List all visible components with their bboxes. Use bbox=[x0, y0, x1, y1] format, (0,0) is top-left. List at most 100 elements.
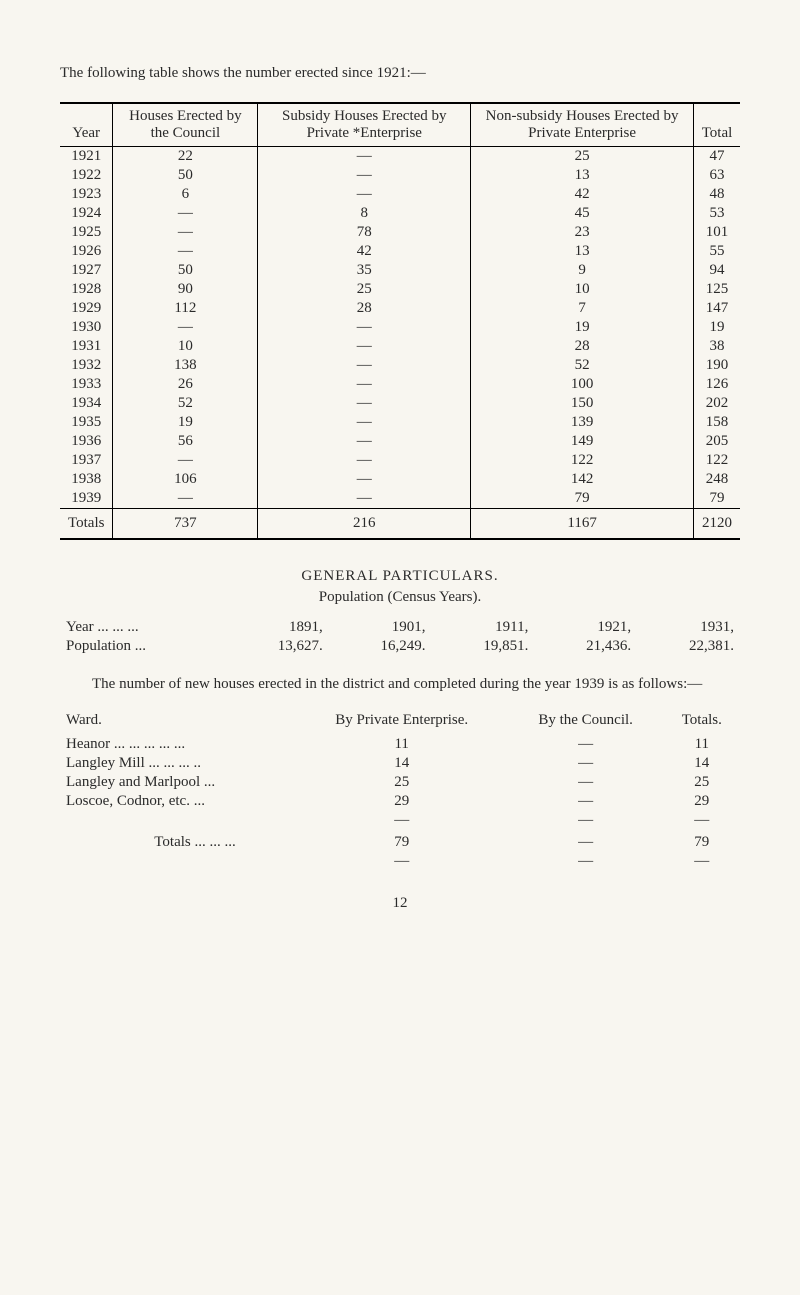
houses-table: Year Houses Erected by the Council Subsi… bbox=[60, 102, 740, 540]
table-cell: 8 bbox=[258, 204, 471, 223]
table-cell: 158 bbox=[693, 413, 740, 432]
table-cell: 248 bbox=[693, 470, 740, 489]
table-cell: 1925 bbox=[60, 223, 113, 242]
table-row: 1924—84553 bbox=[60, 204, 740, 223]
section-title: GENERAL PARTICULARS. bbox=[60, 568, 740, 585]
table-cell: 94 bbox=[693, 261, 740, 280]
pop-year-1: 1901, bbox=[329, 618, 432, 637]
totals-row: Totals 737 216 1167 2120 bbox=[60, 509, 740, 540]
table-cell: 11 bbox=[664, 735, 740, 754]
totals-nonsubsidy: 1167 bbox=[471, 509, 694, 540]
pop-val-0: 13,627. bbox=[226, 637, 329, 656]
table-cell: 13 bbox=[471, 166, 694, 185]
table-cell: — bbox=[508, 754, 664, 773]
col-subsidy: Subsidy Houses Erected by Private *Enter… bbox=[258, 103, 471, 147]
paragraph: The number of new houses erected in the … bbox=[60, 676, 740, 693]
table-row: 193656—149205 bbox=[60, 432, 740, 451]
table-cell: — bbox=[258, 337, 471, 356]
table-cell: 25 bbox=[296, 773, 508, 792]
table-cell: — bbox=[113, 489, 258, 509]
table-cell: — bbox=[258, 166, 471, 185]
table-row: 1928902510125 bbox=[60, 280, 740, 299]
table-cell: 9 bbox=[471, 261, 694, 280]
table-cell: 1927 bbox=[60, 261, 113, 280]
table-cell: 10 bbox=[471, 280, 694, 299]
table-cell: 101 bbox=[693, 223, 740, 242]
table-cell: — bbox=[258, 375, 471, 394]
table-cell: 106 bbox=[113, 470, 258, 489]
table-row: 19275035994 bbox=[60, 261, 740, 280]
table-cell: 190 bbox=[693, 356, 740, 375]
table-row: Langley and Marlpool ...25—25 bbox=[60, 773, 740, 792]
ward-head-2: By the Council. bbox=[508, 711, 664, 735]
col-year: Year bbox=[60, 103, 113, 147]
table-cell: — bbox=[258, 413, 471, 432]
pop-val-3: 21,436. bbox=[534, 637, 637, 656]
pop-year-4: 1931, bbox=[637, 618, 740, 637]
table-row: 1939——7979 bbox=[60, 489, 740, 509]
table-row: 1937——122122 bbox=[60, 451, 740, 470]
table-cell: 1939 bbox=[60, 489, 113, 509]
table-row: 193452—150202 bbox=[60, 394, 740, 413]
table-cell: 29 bbox=[296, 792, 508, 811]
table-cell: — bbox=[258, 147, 471, 167]
table-row: 1932138—52190 bbox=[60, 356, 740, 375]
table-cell: — bbox=[508, 735, 664, 754]
pop-val-1: 16,249. bbox=[329, 637, 432, 656]
table-cell: 1936 bbox=[60, 432, 113, 451]
table-cell: — bbox=[258, 318, 471, 337]
table-row: Langley Mill ... ... ... ..14—14 bbox=[60, 754, 740, 773]
table-cell: 29 bbox=[664, 792, 740, 811]
table-cell: 1931 bbox=[60, 337, 113, 356]
table-cell: Langley Mill ... ... ... .. bbox=[60, 754, 296, 773]
table-cell: 1937 bbox=[60, 451, 113, 470]
table-cell: 1935 bbox=[60, 413, 113, 432]
table-cell: — bbox=[113, 242, 258, 261]
table-cell: 1932 bbox=[60, 356, 113, 375]
ward-totals-1: 79 bbox=[296, 830, 508, 852]
ward-totals-3: 79 bbox=[664, 830, 740, 852]
table-cell: 25 bbox=[471, 147, 694, 167]
table-cell: 149 bbox=[471, 432, 694, 451]
ward-dash-1: — bbox=[296, 811, 508, 830]
table-cell: 147 bbox=[693, 299, 740, 318]
pop-val-4: 22,381. bbox=[637, 637, 740, 656]
table-cell: 1922 bbox=[60, 166, 113, 185]
table-cell: 122 bbox=[471, 451, 694, 470]
table-cell: 112 bbox=[113, 299, 258, 318]
table-cell: 142 bbox=[471, 470, 694, 489]
table-cell: 63 bbox=[693, 166, 740, 185]
table-cell: 53 bbox=[693, 204, 740, 223]
table-cell: 14 bbox=[296, 754, 508, 773]
table-cell: 48 bbox=[693, 185, 740, 204]
col-total: Total bbox=[693, 103, 740, 147]
table-row: 1938106—142248 bbox=[60, 470, 740, 489]
table-cell: 14 bbox=[664, 754, 740, 773]
table-cell: 55 bbox=[693, 242, 740, 261]
section-subtitle: Population (Census Years). bbox=[60, 589, 740, 606]
table-cell: — bbox=[508, 792, 664, 811]
table-row: 1929112287147 bbox=[60, 299, 740, 318]
table-cell: — bbox=[258, 356, 471, 375]
ward-totals-2: — bbox=[508, 830, 664, 852]
table-cell: 79 bbox=[693, 489, 740, 509]
table-cell: 35 bbox=[258, 261, 471, 280]
totals-council: 737 bbox=[113, 509, 258, 540]
pop-year-label: Year ... ... ... bbox=[60, 618, 226, 637]
table-cell: 1921 bbox=[60, 147, 113, 167]
table-row: 193519—139158 bbox=[60, 413, 740, 432]
table-cell: 139 bbox=[471, 413, 694, 432]
ward-head-0: Ward. bbox=[60, 711, 296, 735]
ward-dash-3: — bbox=[664, 811, 740, 830]
table-cell: 52 bbox=[113, 394, 258, 413]
ward-dash2-1: — bbox=[296, 852, 508, 871]
ward-dash-2: — bbox=[508, 811, 664, 830]
table-cell: 23 bbox=[471, 223, 694, 242]
table-cell: — bbox=[258, 432, 471, 451]
ward-table: Ward. By Private Enterprise. By the Coun… bbox=[60, 711, 740, 871]
table-cell: 45 bbox=[471, 204, 694, 223]
table-cell: 38 bbox=[693, 337, 740, 356]
table-cell: 42 bbox=[471, 185, 694, 204]
table-cell: — bbox=[113, 204, 258, 223]
col-council: Houses Erected by the Council bbox=[113, 103, 258, 147]
